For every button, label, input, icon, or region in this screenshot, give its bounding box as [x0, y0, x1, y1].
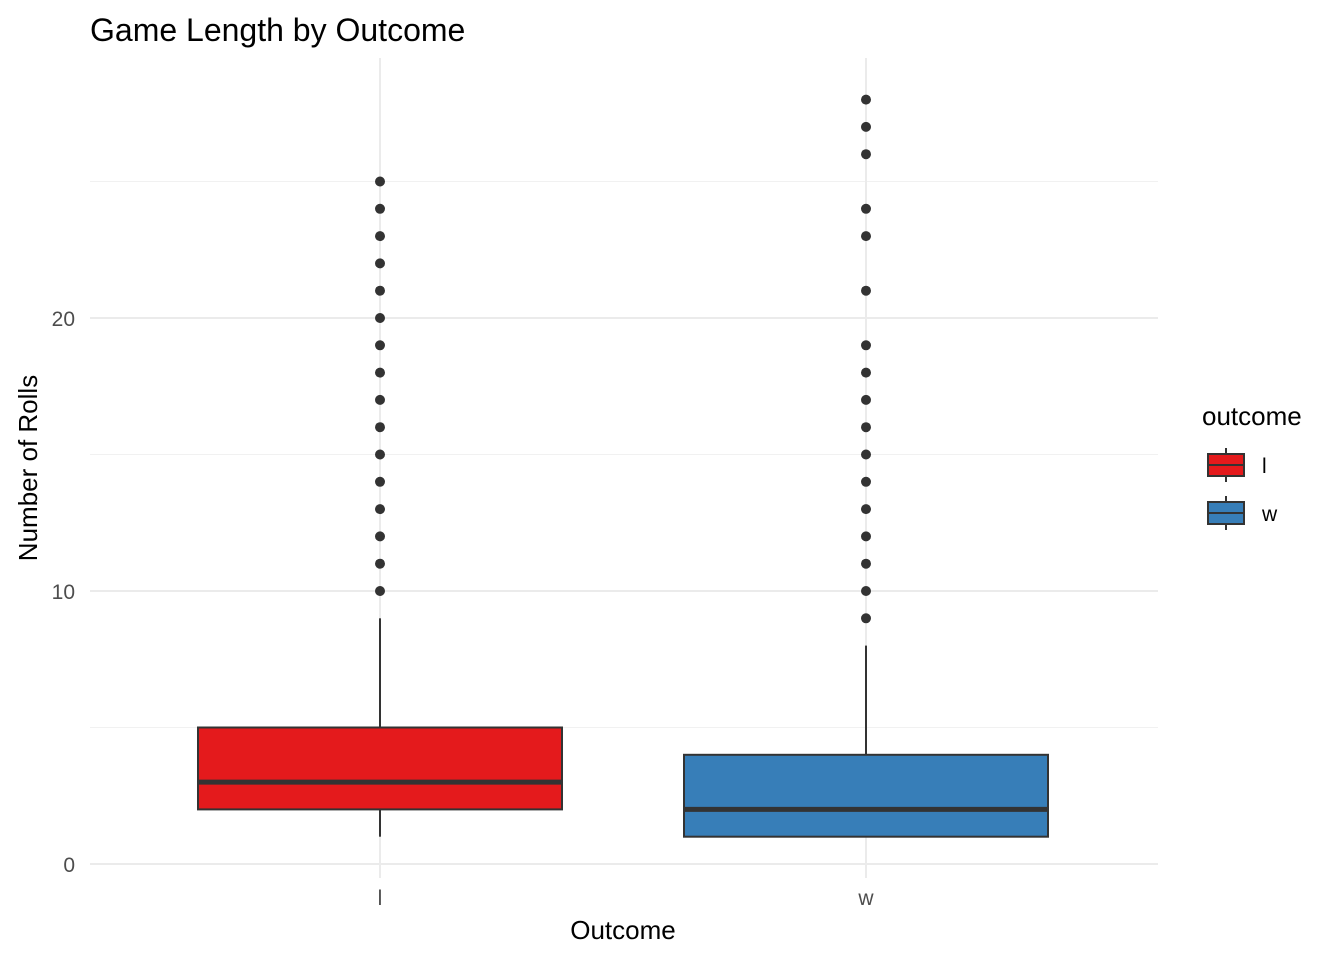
outlier-point: [375, 394, 385, 405]
outlier-point: [375, 176, 385, 187]
boxes-layer: [197, 94, 1049, 838]
outlier-point: [861, 340, 871, 351]
outlier-point: [861, 613, 871, 624]
outlier-point: [375, 449, 385, 460]
box-iqr: [197, 726, 563, 811]
outlier-point: [375, 231, 385, 242]
outlier-point: [375, 586, 385, 596]
outlier-point: [861, 367, 871, 378]
chart-title: Game Length by Outcome: [90, 12, 465, 48]
outlier-point: [861, 558, 871, 569]
legend-label: l: [1262, 455, 1267, 478]
outlier-point: [861, 94, 871, 105]
legend: outcome l w: [1202, 401, 1302, 530]
outlier-point: [861, 422, 871, 433]
grid-lines: [90, 58, 1158, 878]
outlier-point: [861, 203, 871, 214]
outlier-point: [861, 285, 871, 296]
outlier-point: [861, 231, 871, 242]
outlier-point: [375, 504, 385, 515]
outlier-point: [375, 285, 385, 296]
x-tick-label: l: [378, 887, 383, 910]
outlier-point: [375, 340, 385, 351]
y-tick-label: 10: [52, 581, 75, 604]
outlier-point: [375, 367, 385, 378]
outlier-point: [375, 558, 385, 569]
y-tick-label: 20: [52, 308, 75, 331]
legend-label: w: [1261, 503, 1278, 526]
outlier-point: [861, 586, 871, 596]
legend-title: outcome: [1202, 401, 1302, 431]
outlier-point: [375, 476, 385, 487]
outlier-point: [861, 149, 871, 160]
outlier-point: [861, 394, 871, 405]
box-l: [197, 176, 563, 837]
outlier-point: [375, 313, 385, 323]
x-axis-title: Outcome: [570, 915, 676, 945]
y-tick-label: 0: [63, 854, 75, 877]
box-iqr: [683, 753, 1049, 838]
box-w: [683, 94, 1049, 838]
outlier-point: [861, 531, 871, 542]
outlier-point: [861, 121, 871, 132]
y-axis-ticks: 0 10 20: [52, 308, 75, 877]
x-tick-label: w: [857, 887, 874, 910]
outlier-point: [375, 531, 385, 542]
outlier-point: [861, 504, 871, 515]
outlier-point: [375, 203, 385, 214]
outlier-point: [375, 258, 385, 269]
legend-key-w: w: [1207, 496, 1278, 530]
legend-key-l: l: [1207, 448, 1267, 482]
y-axis-title: Number of Rolls: [13, 375, 43, 561]
outlier-point: [861, 476, 871, 487]
outlier-point: [861, 449, 871, 460]
outlier-point: [375, 422, 385, 433]
